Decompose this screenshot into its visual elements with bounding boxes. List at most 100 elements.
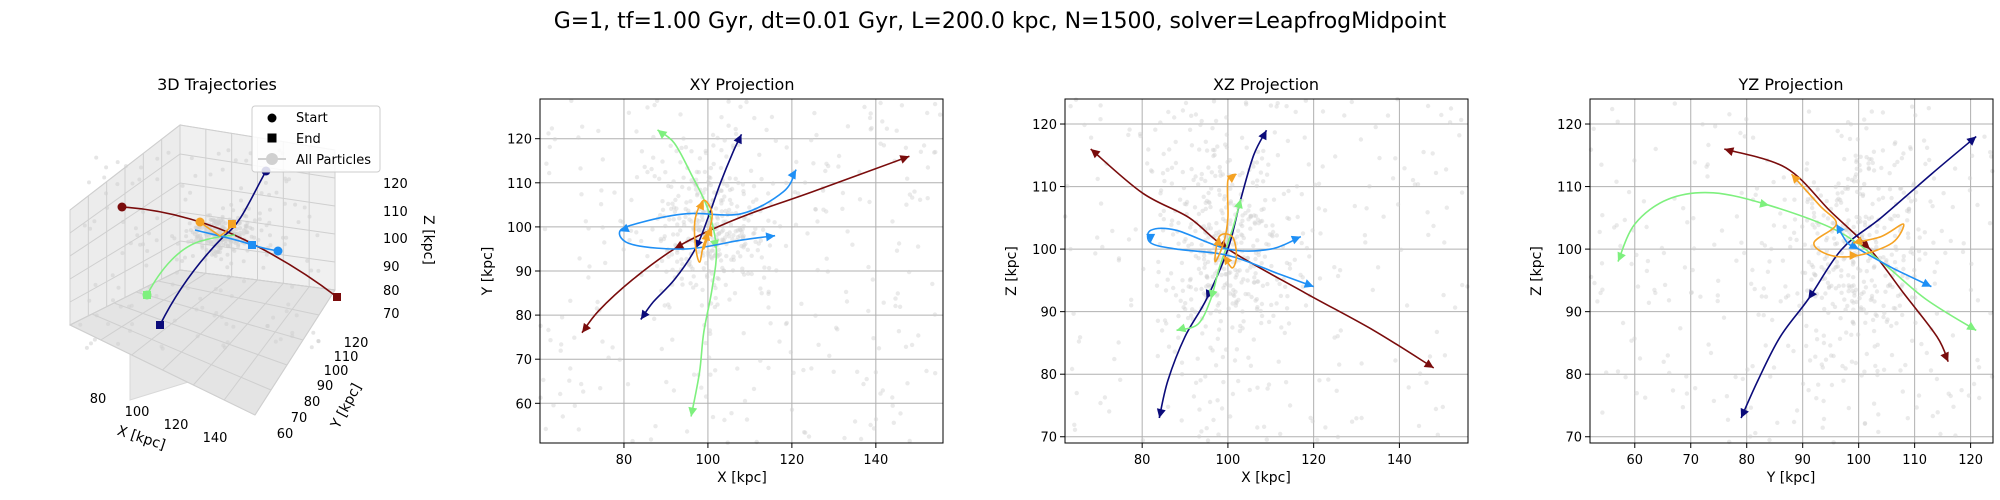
start-marker-darkred bbox=[117, 202, 127, 212]
particle-point bbox=[1854, 158, 1859, 163]
particle-point bbox=[1906, 195, 1911, 200]
particle-point bbox=[196, 226, 201, 231]
particle-point bbox=[1961, 241, 1966, 246]
particle-point bbox=[1820, 425, 1825, 430]
particle-point bbox=[1916, 227, 1921, 232]
particle-point bbox=[1320, 164, 1325, 169]
particle-point bbox=[1864, 126, 1869, 131]
particle-point bbox=[1813, 354, 1818, 359]
particle-point bbox=[925, 196, 930, 201]
particle-point bbox=[1193, 228, 1198, 234]
particle-point bbox=[1266, 382, 1272, 387]
particle-point bbox=[87, 180, 91, 185]
particle-point bbox=[1209, 170, 1215, 175]
particle-point bbox=[1845, 303, 1850, 309]
particle-point bbox=[1876, 429, 1881, 435]
x-tick-label: 110 bbox=[1902, 453, 1927, 468]
particle-point bbox=[1829, 382, 1835, 388]
particle-point bbox=[1188, 276, 1193, 282]
particle-point bbox=[1851, 307, 1856, 312]
particle-point bbox=[1203, 374, 1208, 379]
particle-point bbox=[1887, 282, 1893, 287]
particle-point bbox=[1913, 320, 1918, 325]
particle-point bbox=[1162, 178, 1167, 184]
particle-point bbox=[1666, 298, 1672, 303]
particle-point bbox=[1810, 264, 1816, 270]
particle-point bbox=[1975, 298, 1981, 303]
particle-point bbox=[1204, 274, 1210, 280]
particle-point bbox=[815, 219, 820, 224]
particle-point bbox=[720, 198, 725, 203]
particle-point bbox=[1762, 243, 1768, 248]
particle-point bbox=[895, 291, 900, 296]
particle-point bbox=[708, 372, 713, 377]
particle-point bbox=[699, 303, 705, 308]
particle-point bbox=[1210, 126, 1215, 131]
particle-point bbox=[1742, 134, 1748, 139]
particle-point bbox=[675, 232, 680, 237]
particle-point bbox=[1425, 103, 1431, 109]
panel-xy-projection: XY Projection 80 100 120 140607080901001101… bbox=[480, 75, 944, 486]
particle-point bbox=[1310, 228, 1315, 233]
particle-point bbox=[766, 265, 772, 271]
particle-point bbox=[1914, 405, 1919, 410]
particle-point bbox=[1416, 423, 1422, 429]
trajectory-arrow-orange bbox=[1213, 236, 1223, 247]
particle-point bbox=[1233, 303, 1239, 308]
particle-point bbox=[1215, 303, 1221, 308]
particle-point bbox=[1337, 362, 1342, 367]
particle-point bbox=[1228, 283, 1233, 288]
particle-point bbox=[742, 398, 748, 404]
particle-point bbox=[1682, 265, 1688, 270]
particle-point bbox=[1283, 284, 1288, 289]
particle-point bbox=[1866, 161, 1871, 166]
particle-point bbox=[116, 285, 121, 290]
particle-point bbox=[1377, 155, 1382, 161]
particle-point bbox=[1395, 202, 1401, 207]
particle-point bbox=[737, 227, 742, 232]
particle-point bbox=[1734, 258, 1739, 263]
particle-point bbox=[1988, 311, 1993, 316]
particle-point bbox=[1293, 109, 1298, 115]
particle-point bbox=[1189, 221, 1194, 227]
particle-point bbox=[1166, 109, 1171, 115]
particle-point bbox=[1176, 241, 1181, 246]
particle-point bbox=[1286, 188, 1291, 194]
trajectory-arrow-blue bbox=[1848, 240, 1859, 250]
particle-point bbox=[684, 429, 690, 434]
particle-point bbox=[1661, 250, 1667, 256]
particle-point bbox=[105, 205, 110, 210]
particle-point bbox=[821, 207, 826, 212]
particle-point bbox=[1205, 259, 1211, 265]
particle-point bbox=[1882, 310, 1887, 316]
particle-point bbox=[1217, 309, 1223, 314]
particle-point bbox=[706, 253, 711, 258]
particle-point bbox=[1184, 202, 1189, 207]
particle-point bbox=[1893, 306, 1898, 311]
particle-point bbox=[761, 275, 767, 280]
particle-point bbox=[1887, 171, 1892, 176]
figure-suptitle: G=1, tf=1.00 Gyr, dt=0.01 Gyr, L=200.0 k… bbox=[554, 9, 1447, 34]
particle-point bbox=[712, 304, 718, 310]
particle-point bbox=[1248, 214, 1253, 220]
particle-point bbox=[1271, 313, 1276, 318]
particle-point bbox=[735, 228, 740, 233]
particle-point bbox=[1173, 293, 1179, 298]
particle-point bbox=[1816, 251, 1821, 256]
particle-point bbox=[674, 206, 679, 211]
particle-point bbox=[1821, 416, 1827, 422]
particle-point bbox=[1598, 290, 1603, 296]
trajectory-arrow-blue bbox=[1303, 279, 1314, 288]
y3d-tick-60: 60 bbox=[277, 427, 294, 442]
particle-point bbox=[1841, 378, 1846, 383]
particle-point bbox=[1161, 208, 1167, 214]
particle-point bbox=[1771, 365, 1777, 370]
particle-point bbox=[1870, 201, 1875, 207]
particle-point bbox=[1806, 259, 1812, 265]
particle-point bbox=[1332, 335, 1337, 340]
particle-point bbox=[1845, 184, 1850, 190]
particle-point bbox=[735, 204, 740, 209]
particle-point bbox=[1251, 243, 1256, 249]
particle-point bbox=[290, 284, 295, 289]
